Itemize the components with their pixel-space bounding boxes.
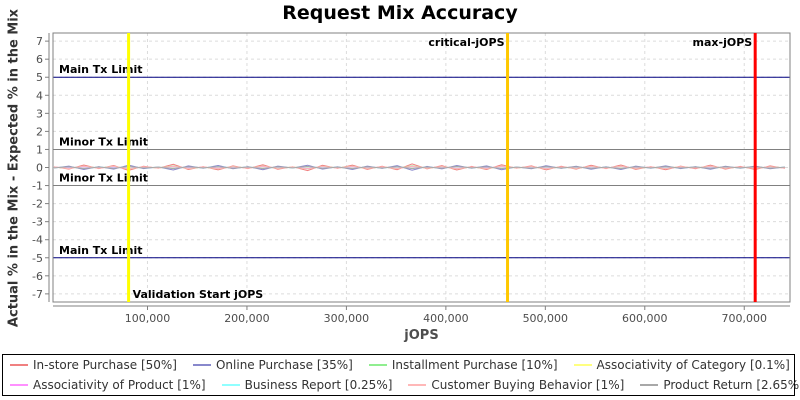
y-tick-label: 1 bbox=[36, 143, 43, 156]
legend-box: In-store Purchase [50%] Online Purchase [… bbox=[2, 354, 800, 396]
y-tick-label: -5 bbox=[32, 252, 43, 265]
y-tick-label: 5 bbox=[36, 71, 43, 84]
legend-label: Installment Purchase [10%] bbox=[391, 358, 558, 372]
y-tick-label: -3 bbox=[32, 216, 43, 229]
series-line-in-store-purchase bbox=[53, 163, 786, 172]
y-tick-label: -1 bbox=[32, 180, 43, 193]
legend-row: In-store Purchase [50%] Online Purchase [… bbox=[3, 355, 794, 375]
legend-swatch-icon bbox=[408, 384, 427, 386]
x-tick-label: 700,000 bbox=[721, 312, 767, 325]
legend-label: In-store Purchase [50%] bbox=[33, 358, 177, 372]
series-line-product-return bbox=[53, 165, 786, 170]
legend-swatch-icon bbox=[368, 364, 387, 366]
legend-item-customer-buying-behavior: Customer Buying Behavior [1%] bbox=[408, 378, 624, 392]
x-tick-label: 200,000 bbox=[224, 312, 270, 325]
marker-line-label: Validation Start jOPS bbox=[133, 288, 264, 301]
marker-line-label: critical-jOPS bbox=[428, 36, 504, 49]
legend-label: Associativity of Category [0.1%] bbox=[596, 358, 790, 372]
limit-line-label: Minor Tx Limit bbox=[59, 172, 148, 185]
y-axis-label: Actual % in the Mix - Expected % in the … bbox=[6, 8, 22, 328]
y-tick-label: 6 bbox=[36, 53, 43, 66]
x-tick-label: 100,000 bbox=[125, 312, 171, 325]
legend-label: Customer Buying Behavior [1%] bbox=[431, 378, 625, 392]
legend-label: Associativity of Product [1%] bbox=[33, 378, 206, 392]
y-tick-label: 4 bbox=[36, 89, 43, 102]
limit-line-label: Main Tx Limit bbox=[59, 63, 143, 76]
plot-border bbox=[52, 32, 791, 303]
legend-label: Online Purchase [35%] bbox=[215, 358, 353, 372]
x-tick-label: 600,000 bbox=[622, 312, 668, 325]
y-tick-label: -4 bbox=[32, 234, 43, 247]
x-tick-label: 500,000 bbox=[523, 312, 569, 325]
y-tick-label: 7 bbox=[36, 35, 43, 48]
legend-item-in-store-purchase: In-store Purchase [50%] bbox=[10, 358, 177, 372]
legend-item-installment-purchase: Installment Purchase [10%] bbox=[368, 358, 558, 372]
limit-line-label: Minor Tx Limit bbox=[59, 135, 148, 148]
plot-area: Main Tx Limit Minor Tx Limit Minor Tx Limi… bbox=[32, 32, 791, 325]
series-line-customer-buying-behavior bbox=[53, 165, 786, 170]
limit-line-label: Main Tx Limit bbox=[59, 244, 143, 257]
x-axis-label: jOPS bbox=[404, 328, 439, 343]
y-tick-label: 3 bbox=[36, 107, 43, 120]
marker-line-label: max-jOPS bbox=[693, 36, 753, 49]
legend-item-product-return: Product Return [2.65%] bbox=[640, 378, 800, 392]
legend-swatch-icon bbox=[10, 384, 28, 386]
legend-row: Associativity of Product [1%] Business Re… bbox=[3, 375, 800, 395]
legend-swatch-icon bbox=[221, 384, 240, 386]
legend-item-business-report: Business Report [0.25%] bbox=[221, 378, 393, 392]
y-tick-label: -6 bbox=[32, 270, 43, 283]
legend-label: Product Return [2.65%] bbox=[663, 378, 800, 392]
legend-item-associativity-of-category: Associativity of Category [0.1%] bbox=[573, 358, 790, 372]
legend-item-associativity-of-product: Associativity of Product [1%] bbox=[10, 378, 206, 392]
y-tick-label: -2 bbox=[32, 198, 43, 211]
y-tick-label: -7 bbox=[32, 288, 43, 301]
y-tick-label: 2 bbox=[36, 125, 43, 138]
legend-swatch-icon bbox=[640, 384, 659, 386]
x-tick-label: 400,000 bbox=[423, 312, 469, 325]
y-tick-label: 0 bbox=[36, 162, 43, 175]
legend-swatch-icon bbox=[10, 364, 28, 366]
legend-swatch-icon bbox=[573, 364, 592, 366]
legend-item-online-purchase: Online Purchase [35%] bbox=[192, 358, 353, 372]
legend-label: Business Report [0.25%] bbox=[244, 378, 393, 392]
chart-title: Request Mix Accuracy bbox=[282, 2, 518, 24]
legend-swatch-icon bbox=[192, 364, 211, 366]
x-tick-label: 300,000 bbox=[324, 312, 370, 325]
